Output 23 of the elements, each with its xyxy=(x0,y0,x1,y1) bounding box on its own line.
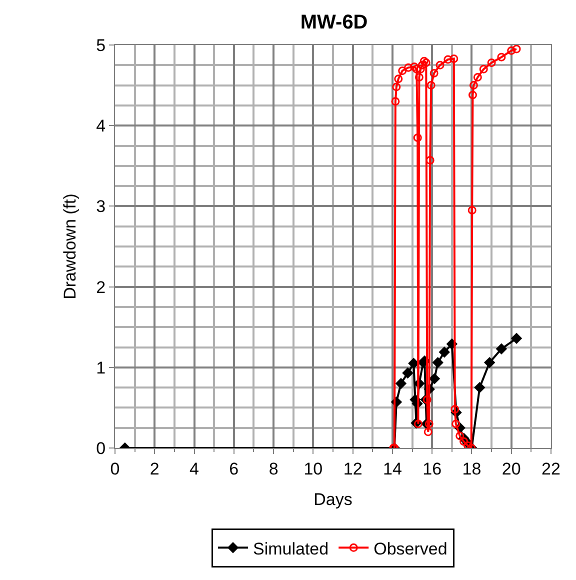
x-tick-label: 4 xyxy=(190,459,200,478)
y-tick-label: 0 xyxy=(96,438,106,458)
y-tick-label: 1 xyxy=(96,358,106,378)
x-tick-label: 8 xyxy=(268,459,278,478)
x-tick-label: 10 xyxy=(304,459,323,478)
x-tick-label: 14 xyxy=(382,459,402,478)
x-tick-label: 6 xyxy=(229,459,239,478)
x-tick-label: 20 xyxy=(502,459,521,478)
x-tick-label: 18 xyxy=(462,459,482,478)
y-tick-label: 5 xyxy=(96,36,106,55)
x-tick-label: 0 xyxy=(110,459,120,478)
x-tick-label: 12 xyxy=(343,459,362,478)
y-tick-label: 2 xyxy=(96,278,106,297)
legend-label: Observed xyxy=(374,539,448,558)
y-tick-label: 4 xyxy=(96,116,106,136)
x-tick-label: 16 xyxy=(422,459,442,478)
x-tick-label: 2 xyxy=(150,459,160,478)
legend-label: Simulated xyxy=(253,539,329,558)
x-tick-label: 22 xyxy=(542,459,560,478)
y-tick-label: 3 xyxy=(96,197,106,216)
chart-title: MW-6D xyxy=(300,12,368,34)
x-axis-title: Days xyxy=(314,490,352,509)
y-axis-title: Drawdown (ft) xyxy=(60,194,80,300)
